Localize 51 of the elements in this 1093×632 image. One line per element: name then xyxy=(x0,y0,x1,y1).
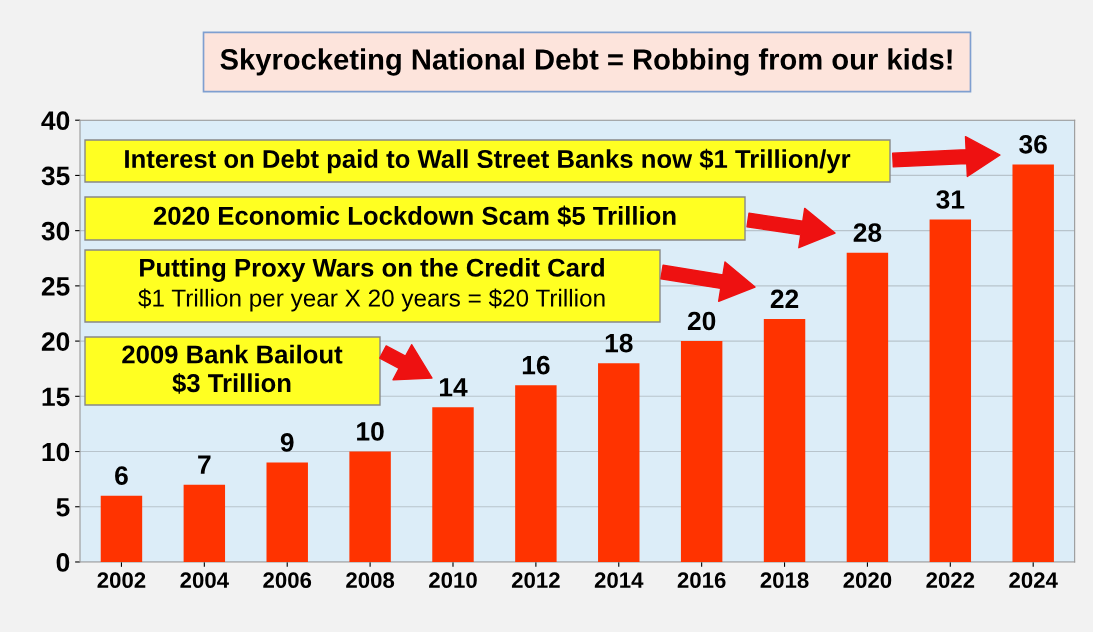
y-tick-label: 0 xyxy=(56,553,70,572)
annotation: Interest on Debt paid to Wall Street Banks now $1 Trillion/yr xyxy=(125,148,851,174)
data-label: 36 xyxy=(1019,134,1047,154)
x-tick-label: 2012 xyxy=(511,572,560,589)
data-label: 28 xyxy=(853,223,882,242)
bar xyxy=(763,319,806,562)
y-tick-label: 40 xyxy=(41,111,70,131)
bar xyxy=(598,363,640,562)
bar xyxy=(929,219,972,562)
data-label: 16 xyxy=(522,355,550,375)
x-tick-label: 2018 xyxy=(760,572,809,589)
y-tick-label: 20 xyxy=(41,332,70,351)
data-label: 20 xyxy=(687,311,716,331)
y-tick-label: 25 xyxy=(41,277,70,296)
x-tick-label: 2006 xyxy=(263,572,312,589)
y-tick-label: 30 xyxy=(41,221,70,241)
bar xyxy=(680,341,723,562)
data-label: 7 xyxy=(198,455,211,474)
y-tick-label: 5 xyxy=(56,498,70,517)
bar xyxy=(183,484,226,562)
annotation: Putting Proxy Wars on the Credit Card xyxy=(140,257,604,283)
annotation: $1 Trillion per year X 20 years = $20 Trillion xyxy=(138,288,605,312)
data-label: 18 xyxy=(605,333,633,353)
x-tick-label: 2022 xyxy=(926,572,975,589)
x-tick-label: 2020 xyxy=(843,572,892,589)
bar xyxy=(349,451,391,562)
y-tick-label: 35 xyxy=(41,166,70,186)
annotation: 2009 Bank Bailout $3 Trillion xyxy=(122,344,343,394)
chart-title: Skyrocketing National Debt = Robbing from our kids! xyxy=(220,48,952,76)
bar xyxy=(432,407,474,562)
bar xyxy=(846,252,889,562)
data-label: 14 xyxy=(439,378,468,397)
annotation: 2020 Economic Lockdown Scam $5 Trillion xyxy=(153,205,676,227)
x-tick-label: 2004 xyxy=(180,572,229,589)
data-label: 6 xyxy=(115,466,128,485)
y-tick-label: 15 xyxy=(42,387,70,407)
data-label: 22 xyxy=(770,289,799,308)
data-label: 9 xyxy=(280,433,294,452)
x-tick-label: 2016 xyxy=(677,572,726,589)
x-tick-label: 2010 xyxy=(429,572,477,589)
bar xyxy=(266,462,308,562)
x-tick-label: 2008 xyxy=(346,572,395,589)
bar xyxy=(100,495,143,562)
y-tick-label: 10 xyxy=(42,442,70,462)
bar xyxy=(1012,164,1054,562)
bar xyxy=(515,385,557,562)
x-tick-label: 2024 xyxy=(1009,572,1058,589)
x-tick-label: 2014 xyxy=(594,572,644,589)
x-tick-label: 2002 xyxy=(97,572,146,589)
data-label: 10 xyxy=(357,422,384,441)
data-label: 31 xyxy=(936,190,965,209)
